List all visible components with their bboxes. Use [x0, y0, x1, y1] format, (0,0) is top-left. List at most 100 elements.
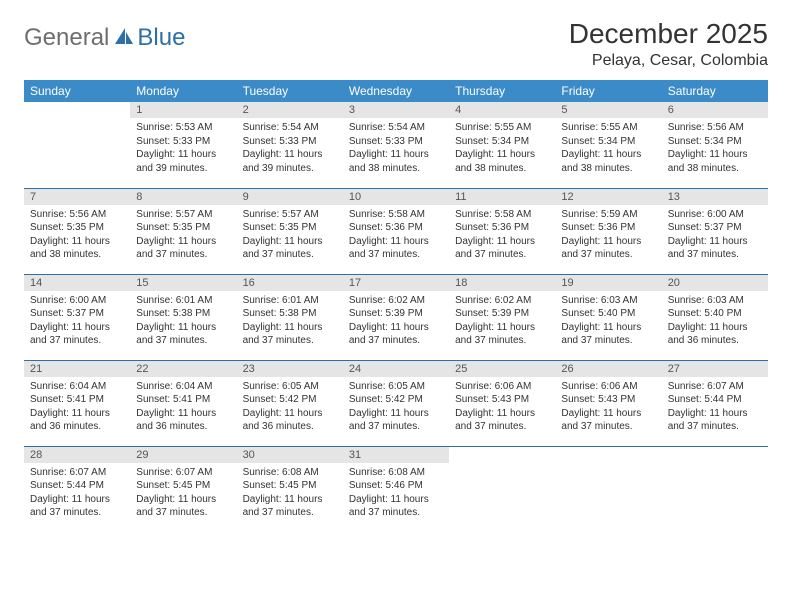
logo-sail-icon — [113, 26, 135, 51]
day-number: 16 — [237, 275, 343, 291]
day-content: Sunrise: 5:58 AMSunset: 5:36 PMDaylight:… — [449, 205, 555, 266]
day-content: Sunrise: 6:02 AMSunset: 5:39 PMDaylight:… — [449, 291, 555, 352]
day-content: Sunrise: 6:03 AMSunset: 5:40 PMDaylight:… — [555, 291, 661, 352]
title-block: December 2025 Pelaya, Cesar, Colombia — [569, 18, 768, 70]
day-number: 6 — [662, 102, 768, 118]
day-number: 3 — [343, 102, 449, 118]
calendar-day-cell: 24Sunrise: 6:05 AMSunset: 5:42 PMDayligh… — [343, 360, 449, 446]
calendar-day-cell: 6Sunrise: 5:56 AMSunset: 5:34 PMDaylight… — [662, 102, 768, 188]
calendar-day-cell: 9Sunrise: 5:57 AMSunset: 5:35 PMDaylight… — [237, 188, 343, 274]
day-number: 19 — [555, 275, 661, 291]
calendar-week-row: 14Sunrise: 6:00 AMSunset: 5:37 PMDayligh… — [24, 274, 768, 360]
day-number: 2 — [237, 102, 343, 118]
calendar-table: SundayMondayTuesdayWednesdayThursdayFrid… — [24, 80, 768, 532]
day-content: Sunrise: 6:04 AMSunset: 5:41 PMDaylight:… — [24, 377, 130, 438]
day-number: 22 — [130, 361, 236, 377]
weekday-header: Monday — [130, 80, 236, 102]
weekday-header-row: SundayMondayTuesdayWednesdayThursdayFrid… — [24, 80, 768, 102]
calendar-day-cell: 8Sunrise: 5:57 AMSunset: 5:35 PMDaylight… — [130, 188, 236, 274]
day-number: 24 — [343, 361, 449, 377]
weekday-header: Thursday — [449, 80, 555, 102]
calendar-day-cell: 1Sunrise: 5:53 AMSunset: 5:33 PMDaylight… — [130, 102, 236, 188]
day-content: Sunrise: 5:59 AMSunset: 5:36 PMDaylight:… — [555, 205, 661, 266]
calendar-day-cell: 31Sunrise: 6:08 AMSunset: 5:46 PMDayligh… — [343, 446, 449, 532]
day-number: 26 — [555, 361, 661, 377]
day-content: Sunrise: 6:06 AMSunset: 5:43 PMDaylight:… — [449, 377, 555, 438]
weekday-header: Friday — [555, 80, 661, 102]
calendar-week-row: 7Sunrise: 5:56 AMSunset: 5:35 PMDaylight… — [24, 188, 768, 274]
day-content: Sunrise: 6:03 AMSunset: 5:40 PMDaylight:… — [662, 291, 768, 352]
calendar-week-row: 1Sunrise: 5:53 AMSunset: 5:33 PMDaylight… — [24, 102, 768, 188]
calendar-day-cell: 11Sunrise: 5:58 AMSunset: 5:36 PMDayligh… — [449, 188, 555, 274]
day-number: 9 — [237, 189, 343, 205]
day-content: Sunrise: 6:07 AMSunset: 5:44 PMDaylight:… — [24, 463, 130, 524]
day-content: Sunrise: 6:08 AMSunset: 5:46 PMDaylight:… — [343, 463, 449, 524]
header: General Blue December 2025 Pelaya, Cesar… — [24, 18, 768, 70]
calendar-day-cell — [662, 446, 768, 532]
day-number: 8 — [130, 189, 236, 205]
day-number: 17 — [343, 275, 449, 291]
calendar-day-cell: 23Sunrise: 6:05 AMSunset: 5:42 PMDayligh… — [237, 360, 343, 446]
calendar-day-cell: 21Sunrise: 6:04 AMSunset: 5:41 PMDayligh… — [24, 360, 130, 446]
day-number: 12 — [555, 189, 661, 205]
calendar-day-cell: 15Sunrise: 6:01 AMSunset: 5:38 PMDayligh… — [130, 274, 236, 360]
calendar-day-cell: 12Sunrise: 5:59 AMSunset: 5:36 PMDayligh… — [555, 188, 661, 274]
calendar-day-cell: 17Sunrise: 6:02 AMSunset: 5:39 PMDayligh… — [343, 274, 449, 360]
day-content: Sunrise: 5:54 AMSunset: 5:33 PMDaylight:… — [237, 118, 343, 179]
calendar-day-cell — [555, 446, 661, 532]
day-content: Sunrise: 6:01 AMSunset: 5:38 PMDaylight:… — [130, 291, 236, 352]
day-number: 20 — [662, 275, 768, 291]
location-text: Pelaya, Cesar, Colombia — [569, 52, 768, 70]
weekday-header: Saturday — [662, 80, 768, 102]
calendar-day-cell: 4Sunrise: 5:55 AMSunset: 5:34 PMDaylight… — [449, 102, 555, 188]
calendar-day-cell: 26Sunrise: 6:06 AMSunset: 5:43 PMDayligh… — [555, 360, 661, 446]
day-content: Sunrise: 6:06 AMSunset: 5:43 PMDaylight:… — [555, 377, 661, 438]
calendar-day-cell: 27Sunrise: 6:07 AMSunset: 5:44 PMDayligh… — [662, 360, 768, 446]
day-content: Sunrise: 5:54 AMSunset: 5:33 PMDaylight:… — [343, 118, 449, 179]
calendar-day-cell: 22Sunrise: 6:04 AMSunset: 5:41 PMDayligh… — [130, 360, 236, 446]
day-content: Sunrise: 5:56 AMSunset: 5:34 PMDaylight:… — [662, 118, 768, 179]
calendar-body: 1Sunrise: 5:53 AMSunset: 5:33 PMDaylight… — [24, 102, 768, 532]
day-content: Sunrise: 6:08 AMSunset: 5:45 PMDaylight:… — [237, 463, 343, 524]
day-content: Sunrise: 5:53 AMSunset: 5:33 PMDaylight:… — [130, 118, 236, 179]
day-number: 21 — [24, 361, 130, 377]
day-content: Sunrise: 6:05 AMSunset: 5:42 PMDaylight:… — [343, 377, 449, 438]
calendar-week-row: 21Sunrise: 6:04 AMSunset: 5:41 PMDayligh… — [24, 360, 768, 446]
day-number: 29 — [130, 447, 236, 463]
day-content: Sunrise: 5:56 AMSunset: 5:35 PMDaylight:… — [24, 205, 130, 266]
calendar-day-cell: 2Sunrise: 5:54 AMSunset: 5:33 PMDaylight… — [237, 102, 343, 188]
logo-text-general: General — [24, 24, 109, 52]
weekday-header: Sunday — [24, 80, 130, 102]
day-number: 25 — [449, 361, 555, 377]
day-content: Sunrise: 6:01 AMSunset: 5:38 PMDaylight:… — [237, 291, 343, 352]
day-content: Sunrise: 5:57 AMSunset: 5:35 PMDaylight:… — [237, 205, 343, 266]
day-content: Sunrise: 6:04 AMSunset: 5:41 PMDaylight:… — [130, 377, 236, 438]
calendar-day-cell: 29Sunrise: 6:07 AMSunset: 5:45 PMDayligh… — [130, 446, 236, 532]
day-number: 31 — [343, 447, 449, 463]
page-title: December 2025 — [569, 18, 768, 50]
calendar-day-cell: 13Sunrise: 6:00 AMSunset: 5:37 PMDayligh… — [662, 188, 768, 274]
day-content: Sunrise: 6:07 AMSunset: 5:44 PMDaylight:… — [662, 377, 768, 438]
calendar-day-cell — [24, 102, 130, 188]
calendar-day-cell: 7Sunrise: 5:56 AMSunset: 5:35 PMDaylight… — [24, 188, 130, 274]
day-number: 4 — [449, 102, 555, 118]
day-content: Sunrise: 6:00 AMSunset: 5:37 PMDaylight:… — [24, 291, 130, 352]
calendar-day-cell: 10Sunrise: 5:58 AMSunset: 5:36 PMDayligh… — [343, 188, 449, 274]
calendar-day-cell: 5Sunrise: 5:55 AMSunset: 5:34 PMDaylight… — [555, 102, 661, 188]
calendar-day-cell: 28Sunrise: 6:07 AMSunset: 5:44 PMDayligh… — [24, 446, 130, 532]
weekday-header: Wednesday — [343, 80, 449, 102]
day-number: 23 — [237, 361, 343, 377]
day-number: 7 — [24, 189, 130, 205]
logo: General Blue — [24, 24, 185, 52]
day-number: 30 — [237, 447, 343, 463]
day-content: Sunrise: 6:02 AMSunset: 5:39 PMDaylight:… — [343, 291, 449, 352]
calendar-day-cell — [449, 446, 555, 532]
day-number: 10 — [343, 189, 449, 205]
calendar-day-cell: 16Sunrise: 6:01 AMSunset: 5:38 PMDayligh… — [237, 274, 343, 360]
calendar-day-cell: 30Sunrise: 6:08 AMSunset: 5:45 PMDayligh… — [237, 446, 343, 532]
calendar-day-cell: 19Sunrise: 6:03 AMSunset: 5:40 PMDayligh… — [555, 274, 661, 360]
day-content: Sunrise: 6:07 AMSunset: 5:45 PMDaylight:… — [130, 463, 236, 524]
day-number: 5 — [555, 102, 661, 118]
calendar-day-cell: 18Sunrise: 6:02 AMSunset: 5:39 PMDayligh… — [449, 274, 555, 360]
day-number: 11 — [449, 189, 555, 205]
